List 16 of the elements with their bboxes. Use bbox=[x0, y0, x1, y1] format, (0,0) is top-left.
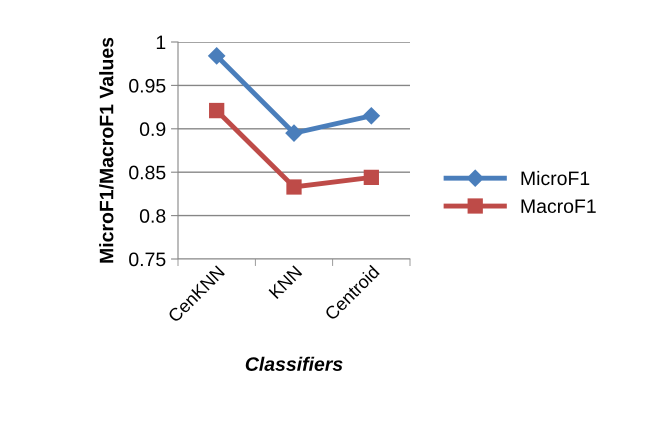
point bbox=[362, 107, 380, 124]
point bbox=[209, 102, 224, 118]
y-tick-label: 0.9 bbox=[140, 122, 166, 136]
legend-label: MicroF1 bbox=[522, 170, 590, 186]
point bbox=[286, 179, 302, 195]
point bbox=[364, 170, 379, 186]
y-tick-label: 0.95 bbox=[129, 78, 166, 93]
y-axis-title: MicroF1/MacroF1 Values bbox=[99, 38, 114, 263]
y-tick-label: 1 bbox=[156, 36, 166, 50]
point bbox=[285, 124, 303, 142]
point bbox=[208, 47, 226, 64]
y-tick-label: 0.8 bbox=[140, 209, 166, 223]
y-tick-label: 0.75 bbox=[129, 252, 166, 266]
x-axis-title: Classifiers bbox=[246, 356, 343, 371]
y-tick-label: 0.85 bbox=[129, 166, 166, 180]
legend-label: MacroF1 bbox=[522, 199, 596, 214]
